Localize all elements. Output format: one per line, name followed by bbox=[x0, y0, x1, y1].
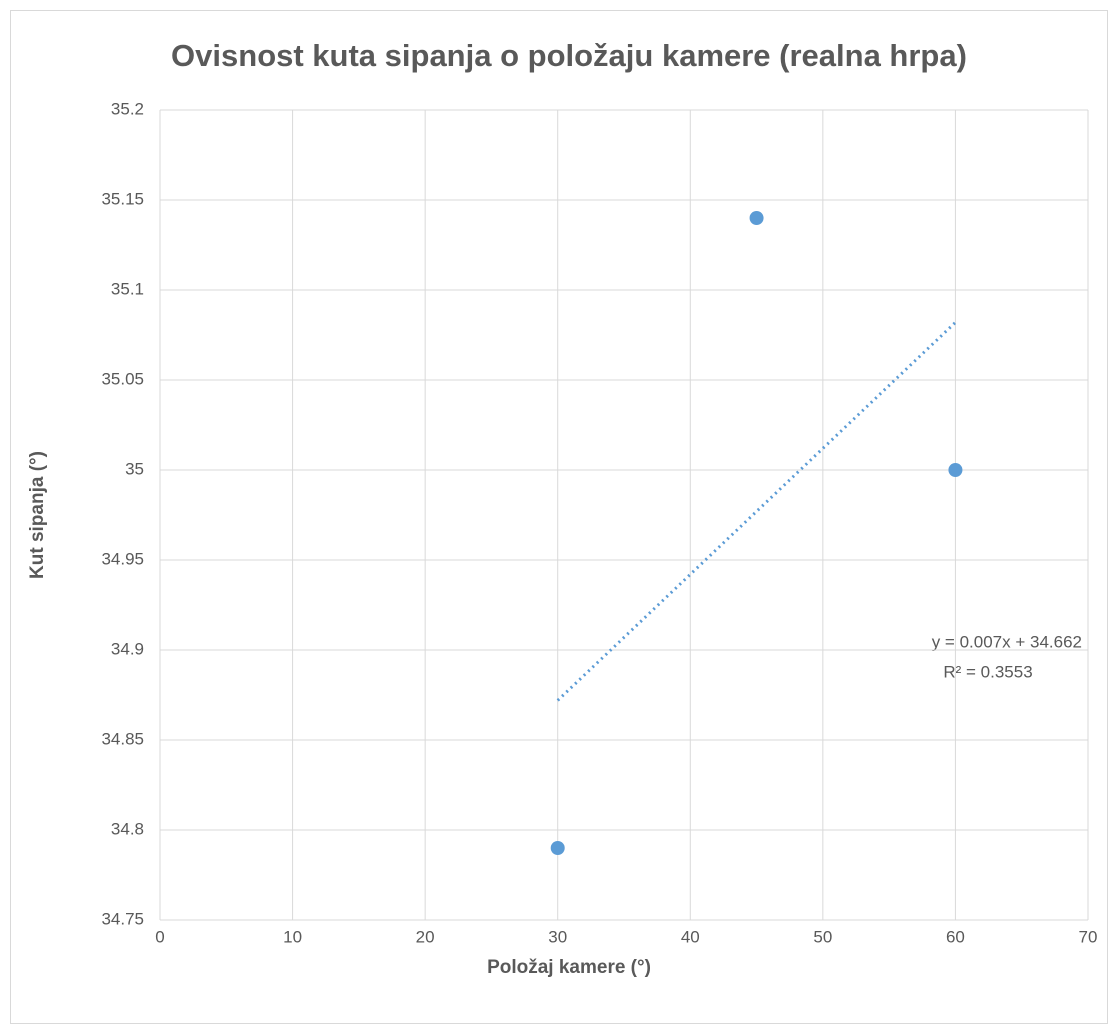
y-tick-label: 34.9 bbox=[111, 639, 144, 658]
x-tick-label: 10 bbox=[283, 927, 302, 946]
trendline-r-squared: R² = 0.3553 bbox=[943, 662, 1032, 681]
y-tick-label: 34.95 bbox=[101, 549, 144, 568]
data-point bbox=[550, 841, 565, 855]
y-tick-label: 35 bbox=[125, 459, 144, 478]
y-tick-label: 34.8 bbox=[111, 819, 144, 838]
y-tick-label: 35.05 bbox=[101, 369, 144, 388]
trendline bbox=[556, 321, 957, 702]
x-axis-label: Položaj kamere (°) bbox=[487, 957, 651, 978]
y-tick-label: 35.2 bbox=[111, 99, 144, 118]
data-point bbox=[948, 463, 963, 477]
chart-title: Ovisnost kuta sipanja o položaju kamere … bbox=[171, 38, 967, 73]
x-tick-label: 50 bbox=[813, 927, 832, 946]
x-tick-label: 30 bbox=[548, 927, 567, 946]
x-tick-label: 20 bbox=[416, 927, 435, 946]
x-tick-label: 0 bbox=[155, 927, 164, 946]
y-tick-label: 34.85 bbox=[101, 729, 144, 748]
trendline-equation: y = 0.007x + 34.662 bbox=[932, 632, 1082, 651]
x-tick-label: 70 bbox=[1079, 927, 1098, 946]
x-tick-label: 40 bbox=[681, 927, 700, 946]
y-axis-label: Kut sipanja (°) bbox=[27, 451, 48, 579]
y-tick-label: 35.15 bbox=[101, 189, 144, 208]
data-point bbox=[749, 211, 764, 225]
y-tick-label: 34.75 bbox=[101, 909, 144, 928]
y-tick-label: 35.1 bbox=[111, 279, 144, 298]
chart-border bbox=[10, 10, 1108, 1024]
x-tick-label: 60 bbox=[946, 927, 965, 946]
